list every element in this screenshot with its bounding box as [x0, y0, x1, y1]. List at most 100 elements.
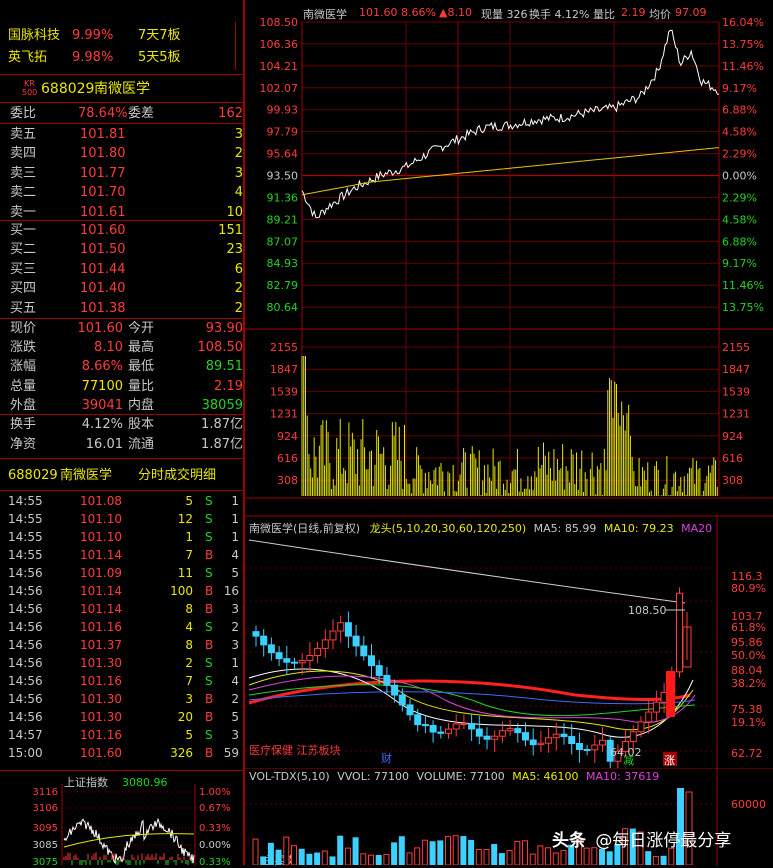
ask-price: 101.61 — [80, 204, 126, 220]
bid-label: 买三 — [10, 261, 37, 277]
quote-label: 最高 — [128, 340, 155, 356]
tick-time: 14:55 — [8, 494, 43, 508]
volume-bar — [414, 847, 421, 865]
ih-jj: 均价 — [649, 8, 671, 21]
ih-lb: 量比 — [593, 8, 615, 21]
tick-count: 4 — [231, 548, 239, 562]
tick-count: 1 — [231, 494, 239, 508]
candle-body — [329, 630, 337, 641]
bid-price: 101.60 — [80, 223, 126, 238]
pct-axis-label: 13.75% — [722, 38, 764, 51]
vol-axis-label: 1539 — [722, 385, 750, 398]
tick-side: B — [205, 602, 214, 616]
volume-chart[interactable]: VOL-TDX(5,10) VVOL: 77100 VOLUME: 77100 … — [245, 768, 773, 867]
tick-time: 14:56 — [8, 710, 43, 724]
watch-pct: 9.99% — [72, 28, 114, 43]
ma10-line — [248, 670, 694, 731]
volume-bar — [685, 791, 693, 865]
quote-value: 1.87亿 — [201, 417, 243, 432]
volume-bar — [267, 842, 274, 865]
tick-side: S — [205, 494, 213, 508]
tick-price: 101.16 — [80, 674, 122, 688]
bid-price: 101.38 — [80, 300, 126, 316]
index-pct-label: 0.67% — [199, 803, 231, 814]
volume-bar — [421, 839, 428, 865]
volume-bar — [298, 848, 305, 865]
candle-body — [614, 750, 622, 762]
price-axis-label: 102.07 — [260, 82, 299, 95]
volume-bar — [352, 837, 359, 865]
ma20-line — [248, 675, 696, 724]
candle-body — [368, 655, 375, 667]
bid-row: 买一 101.60 151 — [0, 222, 243, 240]
tick-time: 15:00 — [8, 746, 43, 760]
quote-label: 股本 — [128, 417, 155, 432]
price-axis-label: 91.36 — [267, 191, 299, 204]
watch-name: 国脉科技 — [8, 28, 61, 43]
candle-body — [275, 652, 283, 660]
bid-volume: 151 — [218, 223, 243, 238]
tick-volume: 326 — [170, 746, 193, 760]
candle-body — [545, 737, 553, 744]
watch-item[interactable]: 国脉科技 9.99% 7天7板 — [8, 26, 233, 46]
tick-side: B — [205, 584, 214, 598]
watch-board: 7天7板 — [138, 28, 181, 43]
index-value: 3080.96 — [122, 776, 168, 789]
weicha-value: 162 — [218, 106, 243, 121]
tick-time: 14:56 — [8, 656, 43, 670]
pct-axis-label: 9.17% — [722, 257, 757, 270]
candle-body — [666, 671, 675, 717]
vol-axis-label: 616 — [722, 452, 743, 465]
price-line — [301, 29, 720, 219]
quote-label: 外盘 — [10, 397, 37, 413]
volume-bar — [306, 853, 313, 865]
intraday-chart[interactable]: 南微医学 101.60 8.66% ▲8.10 现量 326 换手 4.12% … — [245, 0, 773, 500]
quote-value: 2.19 — [214, 378, 243, 394]
tick-volume: 5 — [185, 494, 193, 508]
ask-label: 卖一 — [10, 204, 37, 220]
ih-xl: 现量 326 — [481, 8, 528, 21]
ih-lbv: 2.19 — [621, 6, 646, 19]
quote-label: 现价 — [10, 321, 37, 336]
quote-label: 内盘 — [128, 397, 155, 413]
watch-item[interactable]: 英飞拓 9.98% 5天5板 — [8, 48, 233, 68]
mark-cai: 财 — [381, 751, 392, 765]
bid-row: 买三 101.44 6 — [0, 261, 243, 279]
tick-price: 101.37 — [80, 638, 122, 652]
volume-bar — [368, 854, 374, 865]
tick-time: 14:56 — [8, 674, 43, 688]
candle-body — [529, 739, 537, 746]
daily-kline-chart[interactable]: 南微医学(日线,前复权) 龙头(5,10,20,30,60,120,250) M… — [245, 500, 773, 768]
volume-bar — [568, 844, 575, 865]
tick-side: S — [205, 530, 213, 544]
quote-value: 1.87亿 — [201, 436, 243, 452]
candle-body — [260, 635, 268, 646]
low-label: 64.02 — [610, 746, 642, 759]
ask-row: 卖五 101.81 3 — [0, 126, 243, 144]
tick-row: 14:56 101.30 3 B 2 — [0, 690, 243, 708]
candle-body — [406, 704, 414, 716]
tick-count: 5 — [231, 566, 239, 580]
candle-body — [267, 644, 275, 654]
volume-bar — [468, 839, 475, 865]
price-axis-label: 104.21 — [260, 60, 299, 73]
tick-volume: 5 — [185, 728, 193, 742]
volume-bar — [514, 840, 521, 865]
bid-volume: 6 — [234, 261, 243, 277]
volume-bar — [321, 850, 328, 865]
price-axis-label: 97.79 — [267, 126, 299, 139]
bid-row: 买四 101.40 2 — [0, 280, 243, 298]
candle-body — [514, 728, 522, 734]
candle-body — [398, 694, 406, 706]
tick-time: 14:56 — [8, 566, 43, 580]
bid-row: 买二 101.50 23 — [0, 241, 243, 259]
tick-volume: 1 — [185, 530, 193, 544]
tick-price: 101.10 — [80, 512, 122, 526]
stock-title[interactable]: KR 500 688029 南微医学 — [0, 78, 243, 100]
quote-label: 最低 — [128, 359, 155, 375]
mark-zhang-bg — [663, 752, 677, 766]
quote-label: 涨幅 — [10, 359, 37, 375]
candle-body — [352, 635, 360, 647]
candle-body — [622, 741, 630, 752]
index-mini-chart[interactable]: 上证指数 3080.96 3116 3106 3095 3085 3075 1.00% 0.… — [0, 772, 243, 865]
